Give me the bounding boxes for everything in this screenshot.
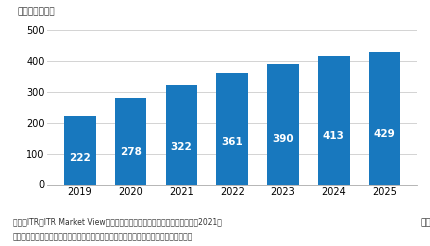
Bar: [369, 51, 400, 184]
Bar: [267, 64, 299, 184]
Text: 322: 322: [171, 142, 192, 152]
Bar: [166, 85, 197, 184]
Bar: [64, 116, 95, 184]
Text: （年度）: （年度）: [421, 219, 430, 228]
Text: 390: 390: [272, 134, 294, 144]
Text: 361: 361: [221, 137, 243, 147]
Text: 278: 278: [120, 147, 141, 157]
Bar: [115, 98, 146, 184]
Text: ＊ベンダーの売上金額を対象とし、３月期ベースで换算。２０２１年度以降は予測値。: ＊ベンダーの売上金額を対象とし、３月期ベースで换算。２０２１年度以降は予測値。: [13, 232, 193, 242]
Bar: [318, 57, 350, 184]
Text: 429: 429: [374, 129, 396, 139]
Text: （単位：億円）: （単位：億円）: [18, 7, 55, 16]
Bar: [216, 73, 248, 184]
Text: 413: 413: [323, 131, 345, 141]
Text: 222: 222: [69, 153, 91, 163]
Text: 出典：ITR『ITR Market View：ユニファイド・エンドポイント管理市場〡2021』: 出典：ITR『ITR Market View：ユニファイド・エンドポイント管理市…: [13, 218, 222, 227]
